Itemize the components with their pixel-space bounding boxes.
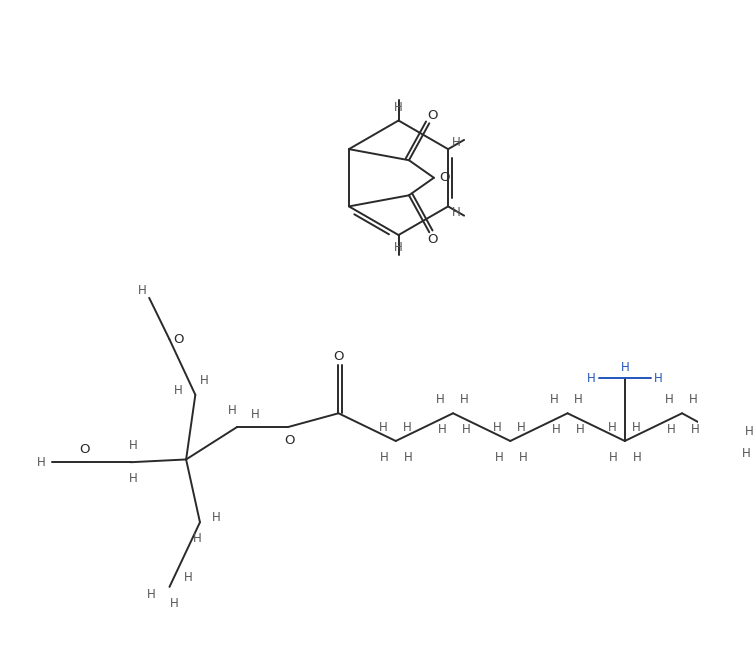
Text: H: H [608,420,616,434]
Text: H: H [404,451,413,464]
Text: H: H [380,451,389,464]
Text: H: H [667,424,676,436]
Text: O: O [440,171,450,185]
Text: H: H [437,424,446,436]
Text: H: H [621,361,629,374]
Text: H: H [691,424,700,436]
Text: H: H [379,420,388,434]
Text: H: H [493,420,501,434]
Text: H: H [632,420,640,434]
Text: H: H [403,420,411,434]
Text: H: H [550,393,559,406]
Text: H: H [519,451,528,464]
Text: H: H [137,284,146,297]
Text: H: H [394,242,403,254]
Text: H: H [654,372,663,384]
Text: H: H [575,393,583,406]
Text: H: H [174,384,183,396]
Text: H: H [665,393,673,406]
Text: H: H [633,451,642,464]
Text: H: H [452,136,461,149]
Text: H: H [741,448,750,460]
Text: H: H [609,451,618,464]
Text: H: H [193,533,201,545]
Text: H: H [212,511,221,524]
Text: H: H [129,472,138,485]
Text: H: H [745,425,754,438]
Text: O: O [333,349,344,363]
Text: O: O [284,434,295,447]
Text: H: H [228,404,237,417]
Text: H: H [552,424,561,436]
Text: H: H [436,393,444,406]
Text: H: H [251,408,259,421]
Text: H: H [587,372,596,384]
Text: H: H [394,101,403,114]
Text: H: H [517,420,526,434]
Text: H: H [576,424,585,436]
Text: O: O [173,333,184,346]
Text: O: O [428,233,438,246]
Text: H: H [201,374,209,386]
Text: H: H [183,571,192,584]
Text: H: H [146,588,155,601]
Text: H: H [495,451,504,464]
Text: H: H [129,439,138,452]
Text: H: H [688,393,697,406]
Text: H: H [37,456,45,469]
Text: O: O [428,110,438,122]
Text: H: H [460,393,468,406]
Text: H: H [452,207,461,219]
Text: H: H [461,424,470,436]
Text: O: O [79,443,90,456]
Text: H: H [170,597,179,610]
